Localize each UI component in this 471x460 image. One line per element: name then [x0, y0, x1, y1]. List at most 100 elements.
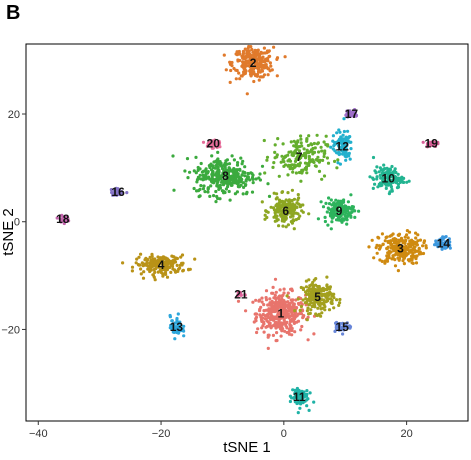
panel-label: B	[6, 2, 21, 24]
point	[300, 394, 304, 398]
point	[175, 329, 179, 333]
point	[327, 202, 332, 206]
point	[173, 321, 178, 325]
point	[303, 154, 308, 158]
point	[374, 246, 378, 250]
x-tick-label: −20	[152, 428, 171, 440]
point	[216, 150, 220, 154]
point	[285, 325, 289, 329]
point	[310, 291, 314, 295]
point	[414, 261, 419, 265]
cluster-label-2: 2	[250, 56, 257, 70]
point	[267, 322, 271, 326]
point	[241, 56, 245, 60]
point	[388, 234, 392, 238]
point	[300, 209, 304, 213]
point	[337, 152, 341, 157]
point	[238, 58, 242, 63]
point	[137, 255, 141, 259]
point	[202, 184, 206, 188]
point	[244, 309, 248, 313]
point	[324, 201, 328, 205]
point	[376, 185, 380, 189]
point	[272, 161, 276, 165]
point	[346, 136, 350, 140]
point	[278, 317, 282, 321]
point	[294, 205, 298, 209]
cluster-14-points	[433, 235, 452, 251]
point	[251, 300, 255, 304]
cluster-20-points	[201, 138, 222, 150]
point	[319, 314, 323, 318]
point	[253, 62, 257, 66]
point	[209, 168, 214, 172]
y-tick-label: −20	[1, 324, 20, 336]
point	[287, 302, 291, 306]
point	[176, 312, 180, 316]
point	[410, 261, 414, 265]
point	[275, 192, 279, 196]
cluster-label-8: 8	[222, 169, 229, 183]
point	[264, 298, 269, 302]
point	[227, 189, 231, 194]
point	[345, 112, 349, 116]
point	[260, 164, 265, 168]
point	[228, 80, 232, 84]
point	[266, 182, 270, 186]
point	[335, 151, 339, 155]
point	[261, 320, 265, 324]
point	[259, 65, 263, 69]
point	[244, 183, 248, 187]
point	[307, 212, 311, 216]
point	[242, 70, 246, 74]
point	[209, 162, 213, 166]
point	[277, 206, 281, 210]
cluster-label-11: 11	[293, 390, 306, 404]
point	[294, 393, 298, 397]
point	[329, 297, 333, 301]
point	[282, 201, 287, 205]
point	[164, 266, 168, 270]
point	[314, 277, 318, 281]
point	[324, 134, 328, 138]
point	[168, 315, 172, 319]
point	[336, 215, 341, 219]
point	[345, 326, 349, 330]
point	[434, 239, 438, 243]
point	[279, 160, 283, 164]
point	[338, 209, 342, 213]
point	[307, 408, 311, 412]
point	[217, 187, 221, 191]
point	[318, 298, 322, 302]
point	[211, 170, 215, 175]
point	[199, 184, 203, 188]
point	[164, 269, 168, 273]
point	[116, 190, 120, 194]
point	[319, 289, 323, 293]
point	[144, 263, 148, 267]
point	[290, 311, 294, 315]
point	[273, 293, 277, 297]
point	[310, 304, 314, 309]
point	[214, 171, 218, 176]
point	[214, 189, 218, 194]
point	[237, 176, 242, 180]
point	[289, 215, 293, 219]
point	[274, 197, 278, 201]
point	[414, 236, 418, 240]
point	[283, 329, 287, 333]
point	[247, 44, 251, 49]
point	[323, 305, 327, 309]
point	[194, 155, 198, 159]
point	[435, 243, 439, 247]
cluster-label-4: 4	[158, 258, 165, 272]
point	[401, 239, 405, 243]
point	[374, 170, 378, 175]
point	[376, 235, 380, 239]
point	[282, 321, 287, 326]
point	[372, 256, 376, 260]
point	[301, 309, 305, 313]
cluster-label-12: 12	[336, 139, 350, 153]
point	[323, 219, 327, 224]
point	[287, 207, 291, 211]
